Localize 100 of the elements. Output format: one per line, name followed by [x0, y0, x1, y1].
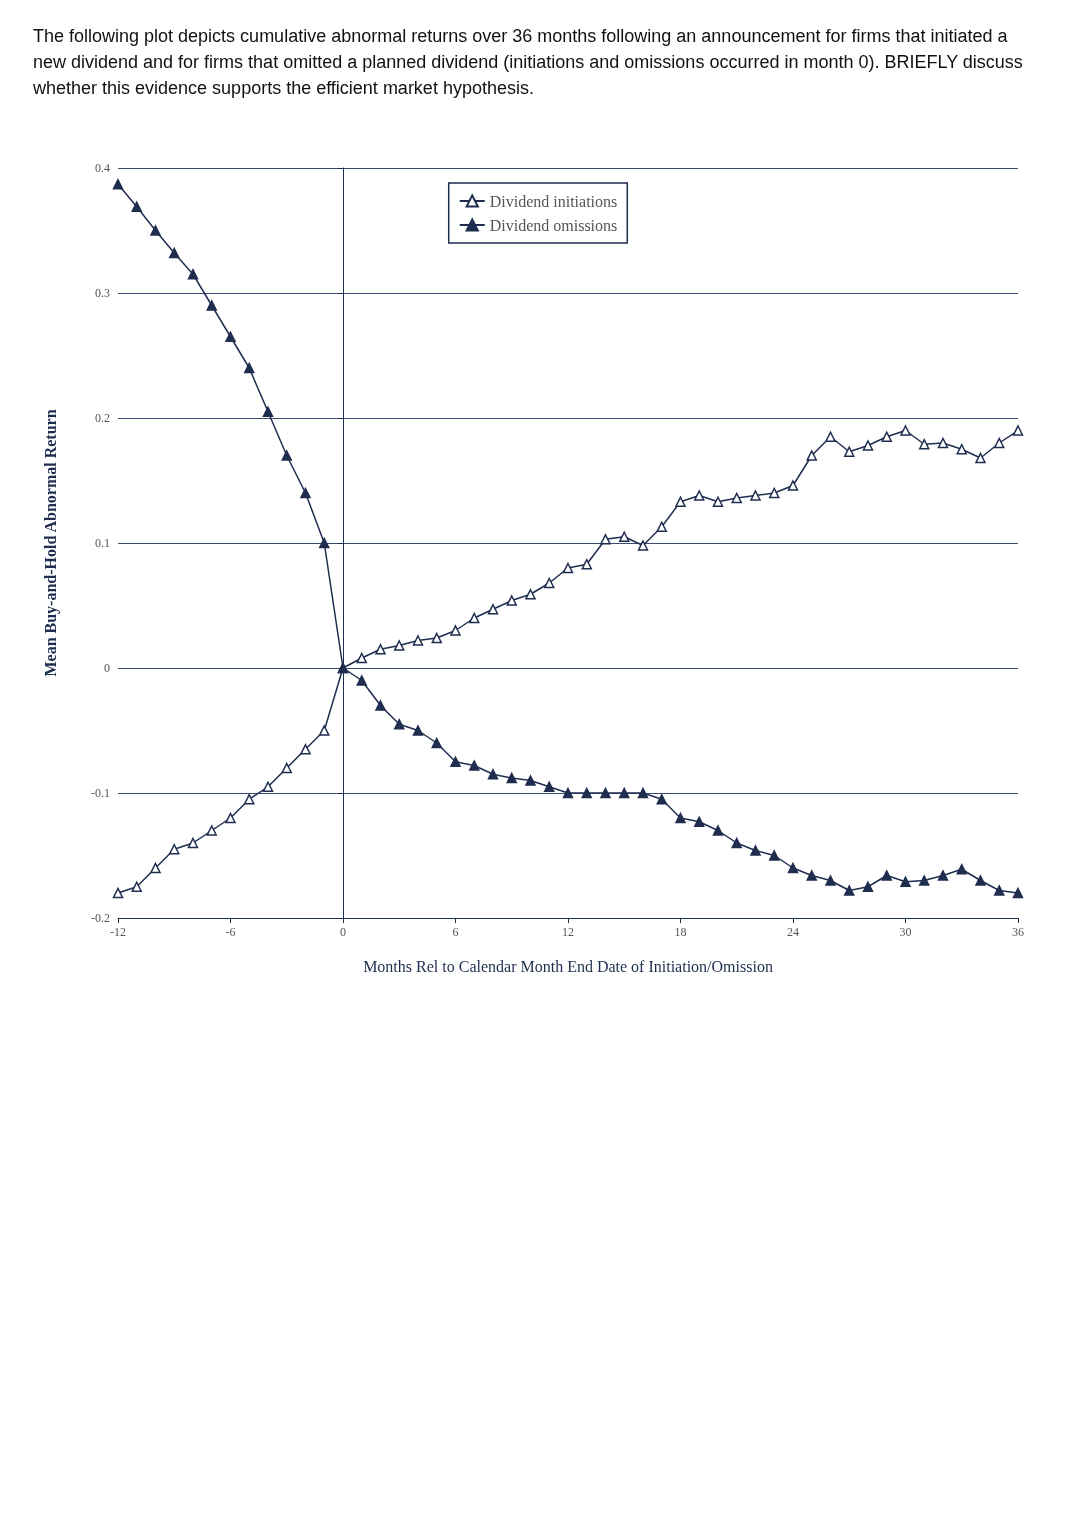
point	[319, 725, 330, 736]
point	[900, 425, 911, 436]
point	[356, 675, 367, 686]
point	[506, 595, 517, 606]
point	[544, 577, 555, 589]
point	[694, 490, 705, 501]
point	[206, 825, 217, 836]
point	[731, 837, 742, 849]
point	[562, 787, 574, 799]
point	[844, 885, 855, 896]
point	[787, 862, 799, 874]
point	[244, 362, 255, 374]
point	[319, 537, 330, 549]
legend-label: Dividend omissions	[489, 216, 618, 234]
point	[544, 781, 555, 792]
point	[675, 496, 686, 507]
x-tick-label: 12	[562, 925, 574, 939]
x-tick-label: 0	[340, 925, 346, 939]
point	[225, 812, 236, 824]
point	[919, 439, 930, 450]
point	[581, 559, 592, 570]
point	[150, 225, 161, 236]
point	[637, 540, 649, 551]
point	[281, 450, 292, 461]
point	[1012, 425, 1024, 436]
point	[131, 881, 142, 892]
point	[675, 812, 686, 824]
point	[525, 775, 536, 786]
x-tick-label: 36	[1012, 925, 1024, 939]
y-tick-label: 0.4	[95, 161, 110, 175]
point	[600, 787, 611, 799]
point	[769, 850, 780, 861]
point	[150, 862, 161, 874]
point	[881, 870, 892, 881]
point	[300, 487, 311, 499]
point	[937, 870, 949, 881]
point	[431, 737, 442, 749]
point	[412, 635, 424, 646]
point	[956, 444, 967, 455]
point	[806, 870, 817, 881]
point	[375, 700, 386, 711]
x-tick-label: -6	[225, 925, 236, 939]
point	[825, 431, 836, 442]
point	[731, 492, 742, 504]
x-tick-label: -12	[110, 925, 126, 939]
x-tick-label: 18	[674, 925, 687, 939]
point	[187, 837, 199, 849]
point	[881, 431, 892, 442]
point	[394, 640, 405, 651]
point	[469, 612, 480, 624]
point	[487, 604, 499, 615]
point	[1012, 887, 1024, 899]
chart-title: The following plot depicts cumulative abnormal returns over 36 months following an announcement for firms that initiated a new dividend and for firms that omitted a planned dividend (initiations and omissions occurred in month 0). BRIEFLY discuss whether this evidence supports the efficient market hypothesis.	[32, 26, 1028, 98]
point	[581, 787, 592, 799]
point	[712, 825, 724, 836]
y-tick-label: 0.2	[95, 411, 110, 425]
point	[600, 534, 611, 545]
point	[169, 247, 180, 259]
y-tick-label: -0.1	[91, 786, 110, 800]
point	[525, 589, 536, 600]
point	[637, 787, 649, 799]
x-axis-title: Months Rel to Calendar Month End Date of Initiation/Omission	[363, 957, 773, 975]
point	[206, 300, 217, 311]
point	[562, 562, 574, 574]
point	[656, 521, 667, 532]
point	[262, 406, 274, 417]
x-tick-label: 30	[899, 925, 912, 939]
point	[956, 864, 967, 875]
point	[169, 844, 180, 855]
point	[487, 769, 499, 780]
point	[469, 760, 480, 771]
point	[112, 179, 124, 190]
point	[844, 446, 855, 457]
point	[262, 781, 274, 792]
point	[937, 437, 949, 449]
y-tick-label: -0.2	[91, 911, 110, 925]
point	[975, 875, 986, 886]
point	[862, 881, 874, 892]
point	[825, 875, 836, 886]
point	[450, 756, 461, 767]
y-tick-label: 0.1	[95, 536, 110, 550]
point	[994, 885, 1005, 896]
point	[619, 787, 630, 799]
point	[450, 625, 461, 636]
point	[975, 452, 986, 464]
point	[900, 876, 911, 887]
point	[375, 644, 386, 655]
point	[919, 875, 930, 886]
legend-label: Dividend initiations	[489, 192, 618, 210]
point	[187, 269, 199, 280]
point	[112, 887, 124, 899]
point	[694, 816, 705, 827]
x-tick-label: 6	[452, 925, 459, 939]
point	[300, 744, 311, 755]
y-tick-label: 0	[104, 661, 110, 675]
point	[131, 201, 142, 212]
point	[750, 490, 761, 501]
point	[787, 480, 799, 491]
point	[619, 531, 630, 542]
point	[394, 719, 405, 730]
